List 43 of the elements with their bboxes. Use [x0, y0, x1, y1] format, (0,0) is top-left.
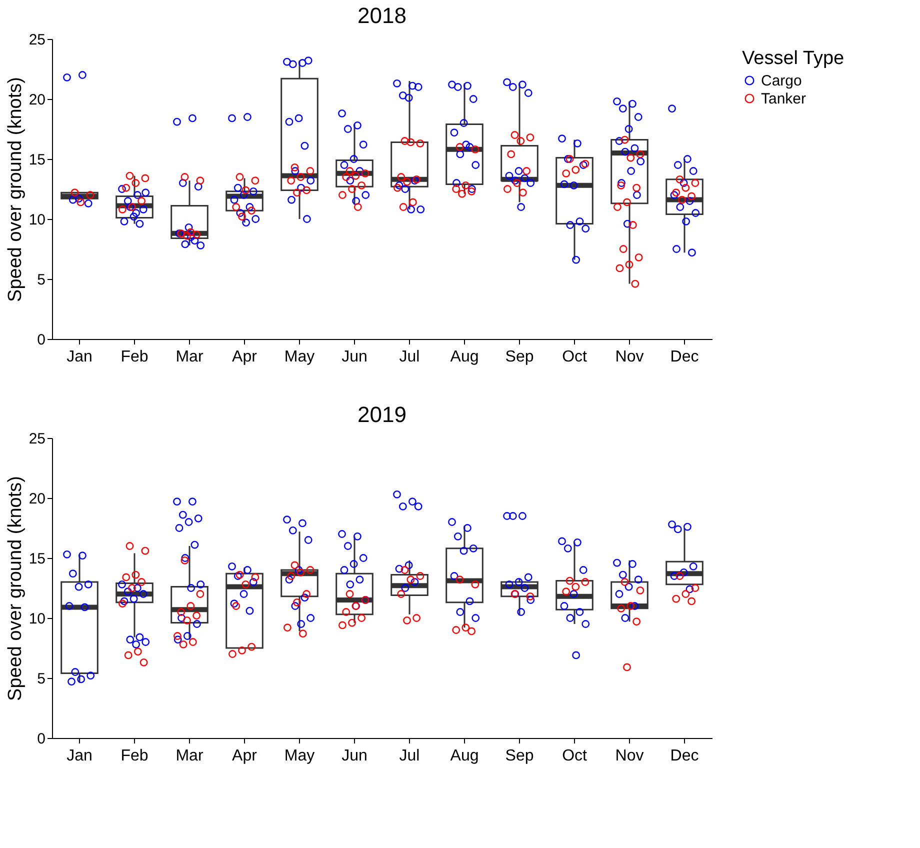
y-tick-label: 5 — [37, 272, 46, 288]
y-tick-label: 25 — [28, 32, 46, 48]
x-tick-label: Jul — [399, 348, 420, 366]
y-tick-label: 0 — [37, 730, 46, 748]
y-tick-label: 25 — [28, 430, 46, 448]
x-tick-label: Nov — [615, 748, 644, 764]
x-tick-label: May — [284, 748, 315, 764]
x-tick-label: Mar — [176, 348, 204, 366]
x-tick-label: Nov — [615, 348, 644, 366]
x-tick-label: Jan — [66, 348, 92, 366]
y-axis-title: Speed over ground (knots) — [4, 476, 26, 701]
y-tick-label: 0 — [37, 332, 46, 348]
x-tick-label: Jun — [342, 348, 368, 366]
x-tick-label: Aug — [450, 348, 479, 366]
legend-label: Cargo — [761, 72, 802, 90]
y-tick-label: 20 — [28, 92, 46, 108]
legend-label: Tanker — [761, 90, 806, 108]
y-tick-label: 10 — [28, 610, 46, 628]
y-tick-label: 20 — [28, 490, 46, 508]
x-tick-label: Oct — [562, 748, 588, 764]
x-tick-label: May — [284, 348, 315, 366]
y-tick-label: 15 — [28, 152, 46, 168]
chart-title: 2018 — [358, 3, 406, 28]
x-tick-label: Jan — [66, 748, 92, 764]
x-tick-label: Mar — [176, 748, 204, 764]
x-tick-label: Jul — [399, 748, 420, 764]
x-tick-label: Feb — [120, 348, 148, 366]
x-tick-label: Sep — [505, 348, 534, 366]
legend-title: Vessel Type — [742, 48, 844, 69]
chart-title: 2019 — [358, 402, 406, 427]
y-tick-label: 15 — [28, 550, 46, 568]
x-tick-label: Dec — [670, 748, 699, 764]
x-tick-label: Oct — [562, 348, 588, 366]
x-tick-label: Sep — [505, 748, 534, 764]
x-tick-label: Aug — [450, 748, 479, 764]
x-tick-label: Feb — [120, 748, 148, 764]
y-tick-label: 10 — [28, 212, 46, 228]
y-tick-label: 5 — [37, 670, 46, 688]
x-tick-label: Apr — [232, 748, 258, 764]
x-tick-label: Apr — [232, 348, 258, 366]
x-tick-label: Dec — [670, 348, 699, 366]
x-tick-label: Jun — [342, 748, 368, 764]
y-axis-title: Speed over ground (knots) — [4, 77, 26, 302]
